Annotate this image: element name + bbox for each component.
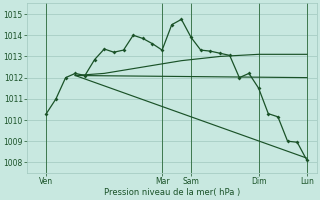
X-axis label: Pression niveau de la mer( hPa ): Pression niveau de la mer( hPa ) (104, 188, 240, 197)
